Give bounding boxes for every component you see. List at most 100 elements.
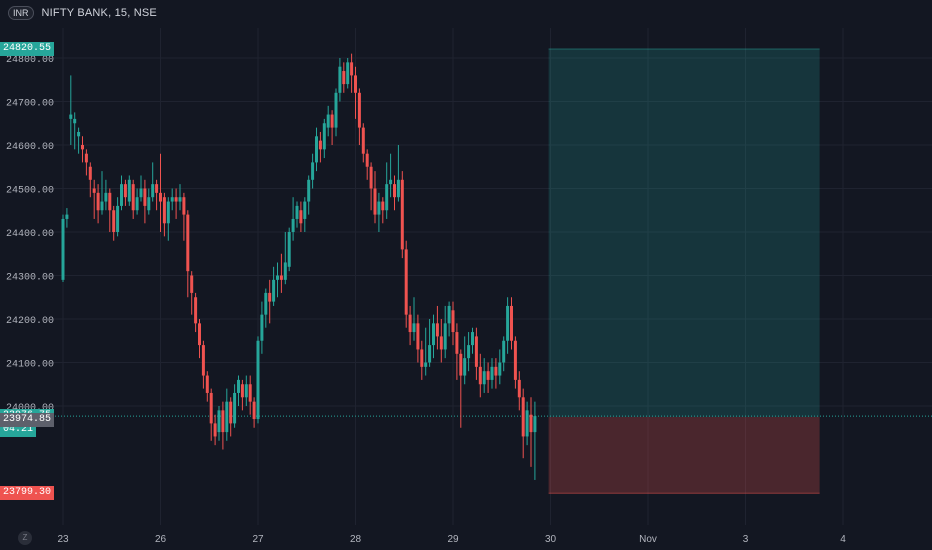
- candle: [287, 232, 291, 267]
- timezone-button[interactable]: Z: [18, 531, 32, 545]
- candle: [330, 114, 334, 128]
- candle: [88, 166, 92, 180]
- candle: [326, 114, 330, 128]
- candle: [365, 153, 369, 167]
- candle: [455, 332, 459, 354]
- candle: [237, 379, 240, 393]
- candle: [299, 210, 303, 224]
- candle: [240, 384, 244, 398]
- candle: [295, 205, 299, 219]
- y-tick-label: 24700.00: [6, 99, 54, 110]
- candle: [506, 305, 510, 341]
- candle: [486, 371, 490, 380]
- candle: [61, 218, 65, 280]
- candle: [213, 423, 217, 437]
- candle: [311, 162, 315, 180]
- candle: [162, 197, 166, 224]
- candle: [377, 201, 381, 215]
- candle: [338, 66, 342, 93]
- candle: [127, 179, 131, 202]
- candle: [217, 410, 221, 433]
- stop-price-tag: 23799.30: [0, 486, 55, 501]
- candle: [65, 214, 69, 219]
- candle: [424, 362, 428, 367]
- candle: [474, 336, 478, 367]
- candle: [252, 401, 256, 420]
- candle: [159, 192, 162, 202]
- candle: [517, 379, 521, 398]
- candle: [385, 184, 389, 211]
- candle: [463, 358, 467, 376]
- candle: [116, 205, 120, 232]
- candle: [205, 375, 209, 393]
- target-zone: [548, 49, 820, 417]
- y-tick-label: 24800.00: [6, 55, 54, 66]
- candle: [381, 201, 385, 211]
- candle: [190, 275, 194, 293]
- candle: [151, 184, 155, 198]
- entry-price-tag: 23974.85: [0, 413, 55, 428]
- x-tick-label: 4: [840, 534, 846, 545]
- candle: [373, 188, 377, 215]
- candle: [283, 262, 287, 280]
- candle: [435, 323, 439, 337]
- candle: [84, 153, 88, 163]
- candle: [147, 197, 151, 211]
- candle: [510, 305, 513, 341]
- candle: [73, 118, 77, 124]
- candle: [408, 314, 412, 333]
- candle: [494, 366, 498, 376]
- candle: [276, 275, 279, 280]
- candle: [100, 201, 104, 211]
- candle: [264, 292, 268, 315]
- symbol-title[interactable]: NIFTY BANK, 15, NSE: [41, 7, 157, 19]
- candle: [139, 188, 143, 198]
- x-tick-label: 28: [350, 534, 362, 545]
- candle: [369, 166, 373, 189]
- candle: [166, 201, 170, 224]
- candle: [96, 192, 100, 211]
- candle: [513, 340, 517, 380]
- candle: [420, 349, 424, 367]
- candle: [498, 362, 502, 376]
- candle: [186, 214, 190, 272]
- candle: [233, 392, 237, 424]
- currency-badge[interactable]: INR: [8, 6, 34, 20]
- candle: [529, 414, 533, 433]
- candle: [482, 371, 486, 385]
- candle: [225, 401, 229, 433]
- stop-zone: [548, 416, 820, 494]
- candle: [451, 310, 455, 333]
- candle: [155, 184, 159, 193]
- candle: [447, 305, 451, 324]
- candle: [198, 323, 201, 346]
- candle: [92, 188, 96, 193]
- chart-header: INR NIFTY BANK, 15, NSE: [8, 6, 157, 20]
- candle: [201, 345, 205, 376]
- candle: [209, 392, 213, 424]
- candle: [272, 279, 276, 302]
- candle: [170, 197, 174, 202]
- candle: [291, 218, 295, 232]
- candle: [521, 397, 525, 437]
- candle: [131, 184, 135, 211]
- candle: [318, 140, 322, 150]
- y-tick-label: 24500.00: [6, 186, 54, 197]
- candle: [315, 136, 318, 163]
- candle: [396, 179, 400, 198]
- candle: [123, 184, 127, 198]
- candle: [350, 62, 354, 76]
- candle: [412, 323, 416, 333]
- candle: [389, 179, 393, 185]
- candle: [416, 323, 420, 350]
- y-tick-label: 24000.00: [6, 403, 54, 414]
- candle: [346, 62, 350, 85]
- x-tick-label: Nov: [639, 534, 657, 545]
- candle: [443, 323, 447, 350]
- x-tick-label: 30: [545, 534, 557, 545]
- candle: [81, 145, 84, 150]
- candle: [268, 292, 272, 302]
- candle: [120, 184, 123, 206]
